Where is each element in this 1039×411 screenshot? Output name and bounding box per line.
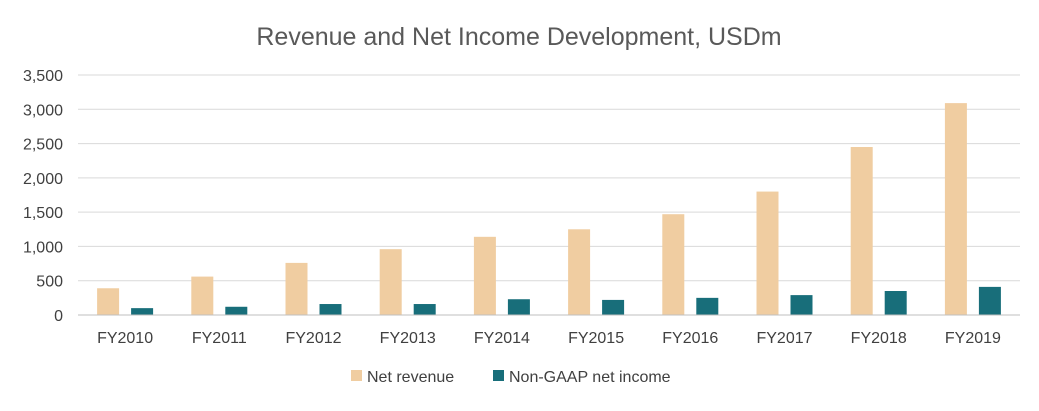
legend-swatch: [351, 370, 362, 381]
legend: Net revenue Non-GAAP net income: [351, 369, 671, 386]
bar-non-gaap-net-income: [696, 297, 719, 315]
bar-net-revenue: [191, 276, 214, 315]
gridlines: [78, 74, 1020, 282]
bars: [97, 103, 1001, 315]
bar-net-revenue: [97, 288, 120, 315]
bar-non-gaap-net-income: [978, 286, 1001, 315]
bar-net-revenue: [756, 191, 779, 315]
x-tick-label: FY2013: [380, 330, 436, 347]
bar-non-gaap-net-income: [507, 299, 530, 315]
y-axis-ticks: 0 500 1,000 1,500 2,000 2,500 3,000 3,500: [23, 68, 63, 325]
bar-net-revenue: [944, 103, 967, 315]
legend-swatch: [493, 370, 504, 381]
bar-net-revenue: [568, 229, 591, 315]
bar-net-revenue: [379, 249, 402, 315]
x-axis-ticks: FY2010 FY2011 FY2012 FY2013 FY2014 FY2015 FY20…: [97, 330, 1001, 347]
x-tick-label: FY2017: [756, 330, 812, 347]
x-tick-label: FY2010: [97, 330, 153, 347]
legend-label: Net revenue: [367, 369, 454, 386]
bar-net-revenue: [662, 214, 685, 315]
legend-label: Non-GAAP net income: [509, 369, 671, 386]
bar-non-gaap-net-income: [319, 304, 342, 315]
bar-non-gaap-net-income: [413, 304, 436, 315]
y-tick-label: 1,000: [23, 239, 63, 256]
y-tick-label: 3,000: [23, 102, 63, 119]
x-tick-label: FY2016: [662, 330, 718, 347]
x-tick-label: FY2015: [568, 330, 624, 347]
y-tick-label: 2,000: [23, 171, 63, 188]
x-tick-label: FY2019: [945, 330, 1001, 347]
bar-non-gaap-net-income: [602, 299, 625, 315]
x-tick-label: FY2012: [285, 330, 341, 347]
x-tick-label: FY2018: [851, 330, 907, 347]
bar-non-gaap-net-income: [790, 295, 813, 315]
y-tick-label: 500: [36, 274, 63, 291]
bar-non-gaap-net-income: [131, 308, 154, 315]
y-tick-label: 3,500: [23, 68, 63, 85]
chart-title: Revenue and Net Income Development, USDm: [256, 23, 781, 51]
bar-net-revenue: [473, 236, 496, 315]
bar-net-revenue: [850, 147, 873, 315]
x-tick-label: FY2014: [474, 330, 530, 347]
bar-non-gaap-net-income: [884, 291, 907, 315]
y-tick-label: 0: [54, 308, 63, 325]
x-tick-label: FY2011: [192, 330, 247, 347]
y-tick-label: 2,500: [23, 137, 63, 154]
bar-net-revenue: [285, 262, 308, 315]
bar-non-gaap-net-income: [225, 306, 248, 315]
y-tick-label: 1,500: [23, 205, 63, 222]
